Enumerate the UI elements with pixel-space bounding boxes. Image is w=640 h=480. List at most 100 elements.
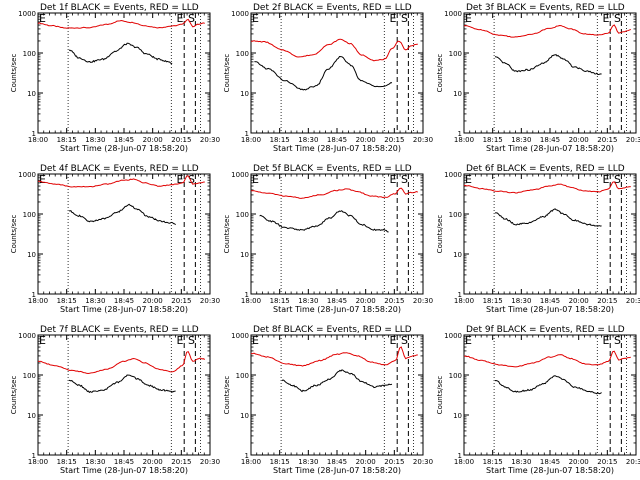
- x-tick-label: 18:45: [327, 136, 347, 144]
- y-axis-label: Counts/sec: [436, 376, 444, 415]
- y-tick-label: 1: [245, 130, 249, 138]
- x-tick-label: 20:15: [384, 297, 404, 305]
- x-tick-label: 18:00: [241, 136, 261, 144]
- chart-title: Det 1f BLACK = Events, RED = LLD: [40, 3, 199, 13]
- x-tick-label: 20:00: [143, 297, 163, 305]
- x-tick-label: 20:00: [356, 297, 376, 305]
- y-axis-label: Counts/sec: [223, 54, 231, 93]
- x-tick-label: 18:45: [540, 297, 560, 305]
- y-tick-label: 1000: [444, 10, 462, 18]
- chart-panel-6: Det 6f BLACK = Events, RED = LLD 1 10 100 10…: [436, 164, 640, 314]
- x-tick-label: 18:00: [454, 458, 474, 466]
- x-axis-label: Start Time (28-Jun-07 18:58:20): [60, 466, 188, 475]
- y-tick-label: 1: [32, 291, 36, 299]
- x-tick-label: 18:00: [28, 297, 48, 305]
- chart-title: Det 3f BLACK = Events, RED = LLD: [466, 3, 625, 13]
- x-tick-label: 18:30: [511, 458, 531, 466]
- chart-panel-7: Det 7f BLACK = Events, RED = LLD 1 10 100 10…: [10, 325, 220, 475]
- x-axis-label: Start Time (28-Jun-07 18:58:20): [486, 305, 614, 314]
- y-tick-label: 1000: [444, 332, 462, 340]
- chart-panel-9: Det 9f BLACK = Events, RED = LLD 1 10 100 10…: [436, 325, 640, 475]
- y-tick-label: 1: [245, 291, 249, 299]
- x-tick-label: 20:15: [597, 136, 617, 144]
- marker-label-s: S: [188, 173, 195, 186]
- x-tick-label: 18:15: [483, 136, 503, 144]
- marker-label-s: S: [188, 334, 195, 347]
- x-tick-label: 18:30: [85, 136, 105, 144]
- y-tick-label: 1000: [18, 171, 36, 179]
- x-tick-label: 18:30: [85, 297, 105, 305]
- y-tick-label: 10: [27, 90, 36, 98]
- lld-series-line: [37, 350, 206, 375]
- y-tick-label: 100: [23, 211, 36, 219]
- y-tick-label: 1: [458, 291, 462, 299]
- x-tick-label: 18:45: [540, 458, 560, 466]
- x-tick-label: 18:30: [298, 136, 318, 144]
- x-tick-label: 18:30: [85, 458, 105, 466]
- marker-label-s: S: [614, 173, 621, 186]
- x-tick-label: 18:00: [28, 458, 48, 466]
- x-tick-label: 20:30: [626, 458, 640, 466]
- y-tick-label: 1000: [231, 10, 249, 18]
- x-tick-label: 18:30: [298, 458, 318, 466]
- marker-label-e: E: [602, 173, 609, 186]
- marker-label-s: S: [401, 334, 408, 347]
- marker-label-e: E: [39, 173, 46, 186]
- chart-title: Det 6f BLACK = Events, RED = LLD: [466, 164, 625, 174]
- x-axis-label: Start Time (28-Jun-07 18:58:20): [273, 144, 401, 153]
- x-tick-label: 20:15: [171, 136, 191, 144]
- events-series-line: [68, 42, 173, 65]
- events-series-line: [254, 55, 393, 91]
- marker-label-e: E: [176, 12, 183, 25]
- events-series-line: [259, 210, 389, 233]
- y-tick-label: 10: [453, 412, 462, 420]
- y-tick-label: 1000: [444, 171, 462, 179]
- x-axis-label: Start Time (28-Jun-07 18:58:20): [60, 305, 188, 314]
- y-tick-label: 100: [236, 372, 249, 380]
- x-tick-label: 18:15: [483, 297, 503, 305]
- x-tick-label: 18:30: [298, 297, 318, 305]
- lld-series-line: [463, 181, 631, 194]
- x-tick-label: 18:00: [454, 297, 474, 305]
- x-tick-label: 18:15: [270, 297, 290, 305]
- chart-panel-1: Det 1f BLACK = Events, RED = LLD 1 10 100 10…: [10, 3, 220, 153]
- x-tick-label: 20:30: [200, 297, 220, 305]
- chart-panel-2: Det 2f BLACK = Events, RED = LLD 1 10 100 10…: [223, 3, 433, 153]
- x-tick-label: 20:00: [356, 458, 376, 466]
- marker-label-s: S: [401, 173, 408, 186]
- marker-label-e: E: [389, 173, 396, 186]
- x-axis-label: Start Time (28-Jun-07 18:58:20): [60, 144, 188, 153]
- marker-label-e: E: [252, 173, 259, 186]
- chart-title: Det 7f BLACK = Events, RED = LLD: [40, 325, 199, 335]
- chart-panel-4: Det 4f BLACK = Events, RED = LLD 1 10 100 10…: [10, 164, 220, 314]
- y-tick-label: 100: [449, 50, 462, 58]
- marker-label-e: E: [39, 334, 46, 347]
- y-tick-label: 10: [240, 90, 249, 98]
- marker-label-e: E: [389, 334, 396, 347]
- y-tick-label: 10: [27, 412, 36, 420]
- chart-panel-3: Det 3f BLACK = Events, RED = LLD 1 10 100 10…: [436, 3, 640, 153]
- y-tick-label: 100: [236, 211, 249, 219]
- x-tick-label: 20:15: [171, 297, 191, 305]
- y-tick-label: 100: [449, 372, 462, 380]
- x-tick-label: 20:30: [626, 297, 640, 305]
- x-axis-label: Start Time (28-Jun-07 18:58:20): [486, 466, 614, 475]
- x-tick-label: 20:30: [413, 136, 433, 144]
- x-tick-label: 18:15: [57, 136, 77, 144]
- lld-series-line: [37, 18, 205, 29]
- y-tick-label: 10: [453, 90, 462, 98]
- y-tick-label: 1000: [231, 332, 249, 340]
- x-tick-label: 20:00: [143, 458, 163, 466]
- x-tick-label: 20:15: [171, 458, 191, 466]
- y-axis-label: Counts/sec: [10, 215, 18, 254]
- marker-label-s: S: [614, 334, 621, 347]
- chart-title: Det 9f BLACK = Events, RED = LLD: [466, 325, 625, 335]
- events-series-line: [68, 374, 176, 394]
- x-tick-label: 20:15: [597, 297, 617, 305]
- chart-title: Det 2f BLACK = Events, RED = LLD: [253, 3, 412, 13]
- x-tick-label: 20:00: [143, 136, 163, 144]
- y-tick-label: 10: [240, 412, 249, 420]
- x-tick-label: 18:15: [270, 136, 290, 144]
- x-tick-label: 18:45: [114, 458, 134, 466]
- x-tick-label: 18:00: [241, 458, 261, 466]
